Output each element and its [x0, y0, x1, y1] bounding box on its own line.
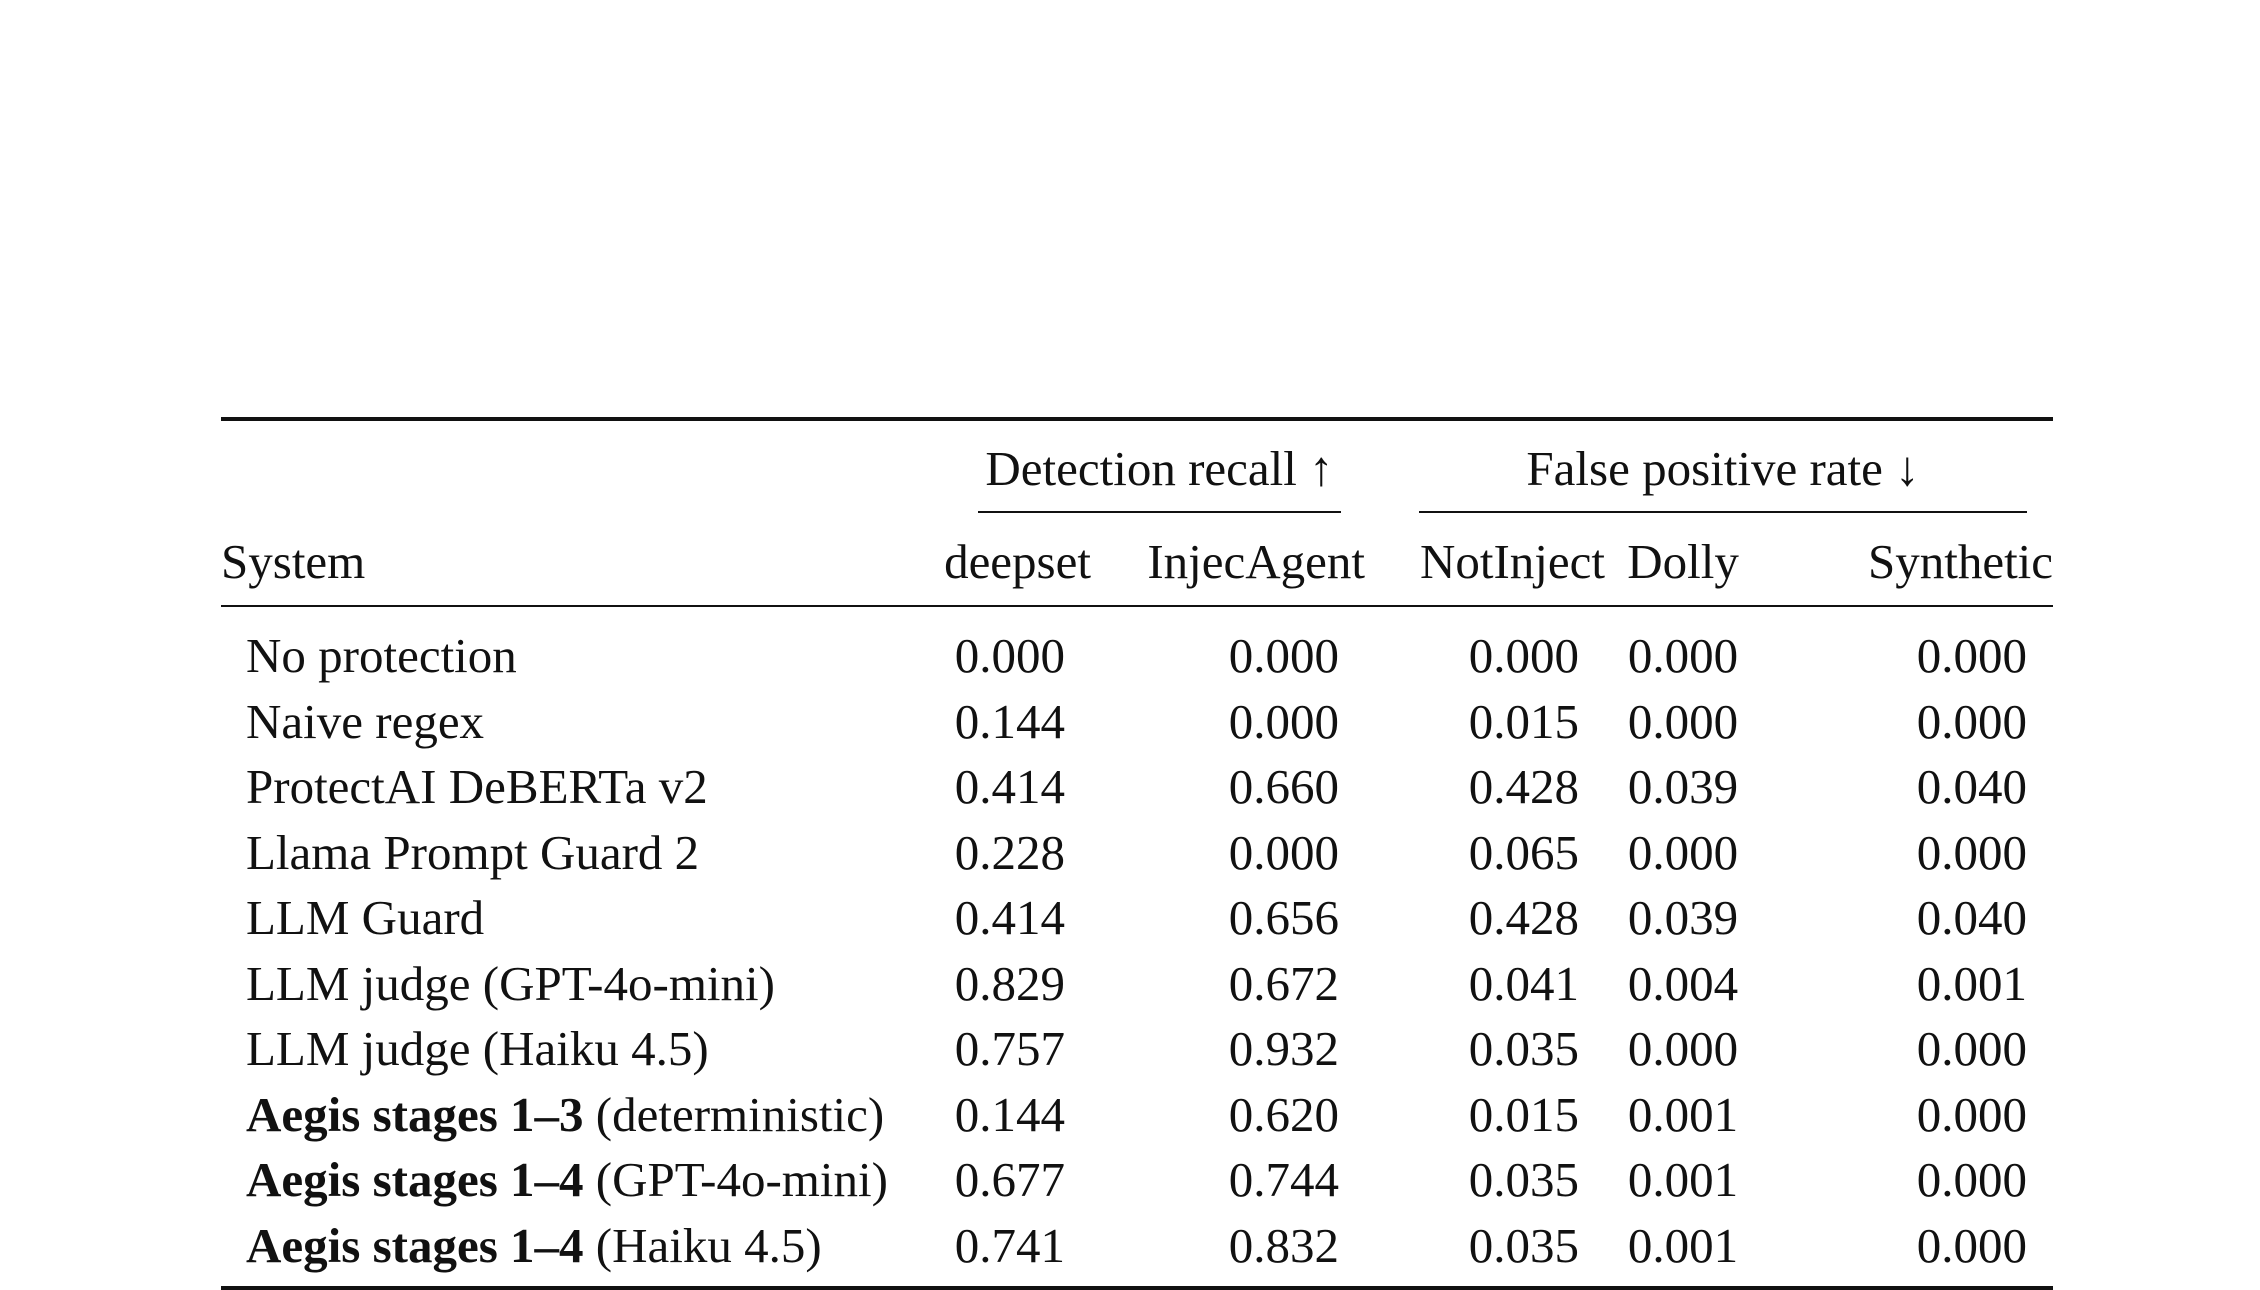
table-body: No protection 0.000 0.000 0.000 0.000 0.…	[221, 606, 2054, 1290]
dolly-value: 0.000	[1627, 628, 1739, 684]
synthetic-value: 0.000	[1916, 1021, 2028, 1077]
injecagent-value: 0.672	[1228, 955, 1340, 1011]
injecagent-value: 0.744	[1228, 1152, 1340, 1208]
dolly-value: 0.000	[1627, 693, 1739, 749]
notinject-value: 0.035	[1468, 1152, 1580, 1208]
system-name-text: (GPT-4o-mini)	[583, 1152, 888, 1208]
deepset-value: 0.829	[954, 955, 1065, 1011]
system-name: ProtectAI DeBERTa v2	[221, 754, 940, 820]
system-name-text: No protection	[246, 628, 517, 684]
table-row: LLM judge (GPT-4o-mini) 0.829 0.672 0.04…	[221, 951, 2053, 1017]
synthetic-value: 0.000	[1916, 1086, 2028, 1142]
column-header-dolly: Dolly	[1605, 517, 1762, 607]
results-table: Detection recall ↑ False positive rate ↓…	[221, 417, 2054, 1290]
deepset-value: 0.414	[954, 759, 1065, 815]
synthetic-value: 0.000	[1761, 1212, 2054, 1290]
deepset-value: 0.677	[954, 1152, 1065, 1208]
synthetic-value: 0.040	[1916, 759, 2028, 815]
table-row: Llama Prompt Guard 2 0.228 0.000 0.065 0…	[221, 820, 2053, 886]
synthetic-value: 0.001	[1916, 955, 2028, 1011]
group-header-recall-label: Detection recall ↑	[978, 426, 1342, 513]
notinject-value: 0.065	[1468, 824, 1580, 880]
column-header-injecagent: InjecAgent	[1091, 517, 1366, 607]
column-header-notinject: NotInject	[1365, 517, 1606, 607]
injecagent-value: 0.832	[1091, 1212, 1366, 1290]
dolly-value: 0.000	[1627, 824, 1739, 880]
notinject-value: 0.428	[1468, 759, 1580, 815]
notinject-value: 0.035	[1365, 1212, 1606, 1290]
synthetic-value: 0.000	[1916, 628, 2028, 684]
notinject-value: 0.000	[1468, 628, 1580, 684]
system-name: LLM judge (GPT-4o-mini)	[221, 951, 940, 1017]
group-header-fpr-label: False positive rate ↓	[1419, 426, 2028, 513]
system-name-text: LLM judge (GPT-4o-mini)	[246, 955, 775, 1011]
system-name-text: (Haiku 4.5)	[583, 1217, 822, 1273]
notinject-value: 0.015	[1468, 693, 1580, 749]
notinject-value: 0.428	[1468, 890, 1580, 946]
deepset-value: 0.144	[954, 1086, 1065, 1142]
system-name: Llama Prompt Guard 2	[221, 820, 940, 886]
system-name-text: LLM Guard	[246, 890, 485, 946]
system-name: Aegis stages 1–4 (Haiku 4.5)	[221, 1212, 940, 1290]
synthetic-value: 0.000	[1916, 1152, 2028, 1208]
deepset-value: 0.757	[954, 1021, 1065, 1077]
table-row: Aegis stages 1–4 (Haiku 4.5) 0.741 0.832…	[221, 1212, 2054, 1290]
injecagent-value: 0.660	[1228, 759, 1340, 815]
column-header-row: System deepset InjecAgent NotInject Doll…	[221, 517, 2054, 607]
injecagent-value: 0.932	[1228, 1021, 1340, 1077]
notinject-value: 0.035	[1468, 1021, 1580, 1077]
table-row: No protection 0.000 0.000 0.000 0.000 0.…	[221, 606, 2053, 689]
group-header-fpr: False positive rate ↓	[1365, 417, 2054, 517]
group-header-recall: Detection recall ↑	[940, 417, 1366, 517]
synthetic-value: 0.040	[1916, 890, 2028, 946]
table-row: LLM judge (Haiku 4.5) 0.757 0.932 0.035 …	[221, 1016, 2053, 1082]
system-name-text: ProtectAI DeBERTa v2	[246, 759, 708, 815]
injecagent-value: 0.000	[1228, 824, 1340, 880]
table-row: Naive regex 0.144 0.000 0.015 0.000 0.00…	[221, 689, 2053, 755]
dolly-value: 0.001	[1605, 1212, 1762, 1290]
deepset-value: 0.414	[954, 890, 1065, 946]
dolly-value: 0.039	[1627, 759, 1739, 815]
injecagent-value: 0.000	[1228, 693, 1340, 749]
group-header-empty	[221, 417, 940, 517]
system-name: LLM judge (Haiku 4.5)	[221, 1016, 940, 1082]
table-row: ProtectAI DeBERTa v2 0.414 0.660 0.428 0…	[221, 754, 2053, 820]
group-header-row: Detection recall ↑ False positive rate ↓	[221, 417, 2054, 517]
dolly-value: 0.001	[1627, 1086, 1739, 1142]
table-row: Aegis stages 1–3 (deterministic) 0.144 0…	[221, 1082, 2053, 1148]
column-header-system: System	[221, 517, 940, 607]
deepset-value: 0.741	[940, 1212, 1091, 1290]
synthetic-value: 0.000	[1916, 693, 2028, 749]
column-header-deepset: deepset	[940, 517, 1091, 607]
system-name-text: (deterministic)	[583, 1086, 885, 1142]
table-row: LLM Guard 0.414 0.656 0.428 0.039 0.040	[221, 885, 2053, 951]
injecagent-value: 0.000	[1228, 628, 1340, 684]
deepset-value: 0.000	[954, 628, 1065, 684]
synthetic-value: 0.000	[1916, 824, 2028, 880]
dolly-value: 0.004	[1627, 955, 1739, 1011]
system-name-text: Naive regex	[246, 693, 485, 749]
system-name-bold: Aegis stages 1–4	[246, 1152, 584, 1208]
dolly-value: 0.039	[1627, 890, 1739, 946]
system-name-text: LLM judge (Haiku 4.5)	[246, 1021, 709, 1077]
system-name: Naive regex	[221, 689, 940, 755]
system-name-bold: Aegis stages 1–3	[246, 1086, 584, 1142]
notinject-value: 0.041	[1468, 955, 1580, 1011]
deepset-value: 0.228	[954, 824, 1065, 880]
system-name-text: Llama Prompt Guard 2	[246, 824, 700, 880]
injecagent-value: 0.656	[1228, 890, 1340, 946]
injecagent-value: 0.620	[1228, 1086, 1340, 1142]
system-name: No protection	[221, 606, 940, 689]
notinject-value: 0.015	[1468, 1086, 1580, 1142]
system-name: Aegis stages 1–4 (GPT-4o-mini)	[221, 1147, 940, 1213]
table-row: Aegis stages 1–4 (GPT-4o-mini) 0.677 0.7…	[221, 1147, 2053, 1213]
system-name-bold: Aegis stages 1–4	[246, 1217, 584, 1273]
system-name: Aegis stages 1–3 (deterministic)	[221, 1082, 940, 1148]
deepset-value: 0.144	[954, 693, 1065, 749]
dolly-value: 0.001	[1627, 1152, 1739, 1208]
column-header-synthetic: Synthetic	[1761, 517, 2054, 607]
system-name: LLM Guard	[221, 885, 940, 951]
dolly-value: 0.000	[1627, 1021, 1739, 1077]
